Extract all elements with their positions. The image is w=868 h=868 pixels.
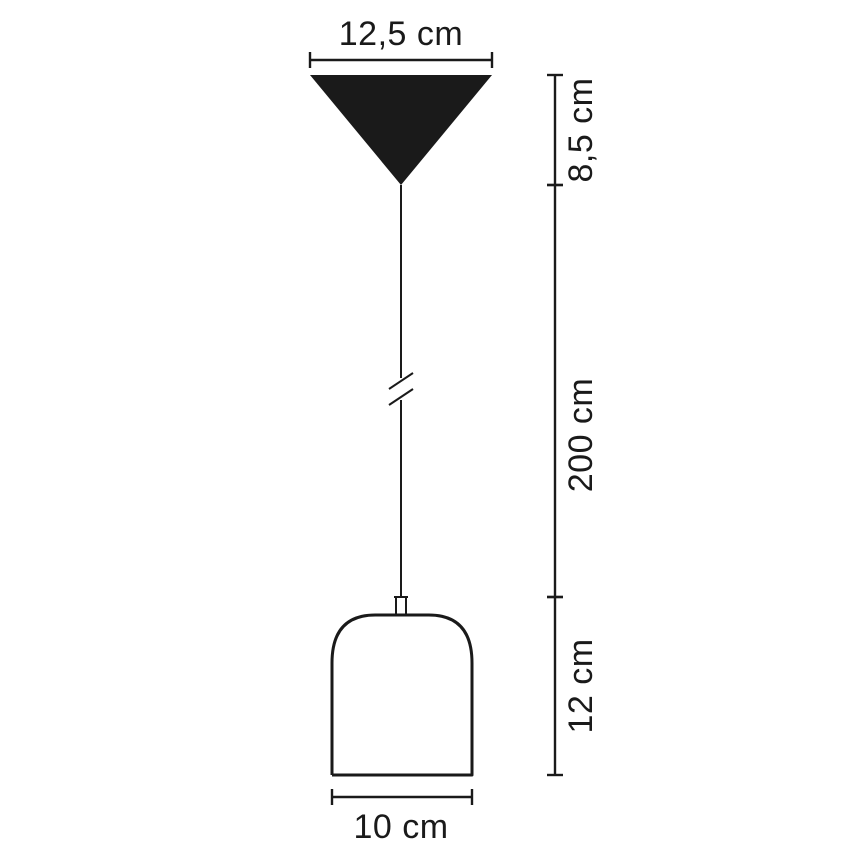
canopy-width-label: 12,5 cm bbox=[339, 15, 463, 53]
canopy-height-label: 8,5 cm bbox=[562, 77, 600, 182]
cord-length-label: 200 cm bbox=[562, 378, 600, 493]
suspension-cord bbox=[389, 185, 413, 597]
pendant-lamp-dimension-diagram: 12,5 cm 10 cm 8,5 cm 200 cm 12 cm bbox=[0, 0, 868, 868]
shade-neck bbox=[394, 597, 408, 615]
shade-width-label: 10 cm bbox=[353, 808, 448, 846]
ceiling-canopy bbox=[310, 75, 492, 185]
shade-height-label: 12 cm bbox=[562, 638, 600, 733]
lamp-shade bbox=[332, 615, 472, 775]
dimension-lines bbox=[310, 52, 563, 805]
